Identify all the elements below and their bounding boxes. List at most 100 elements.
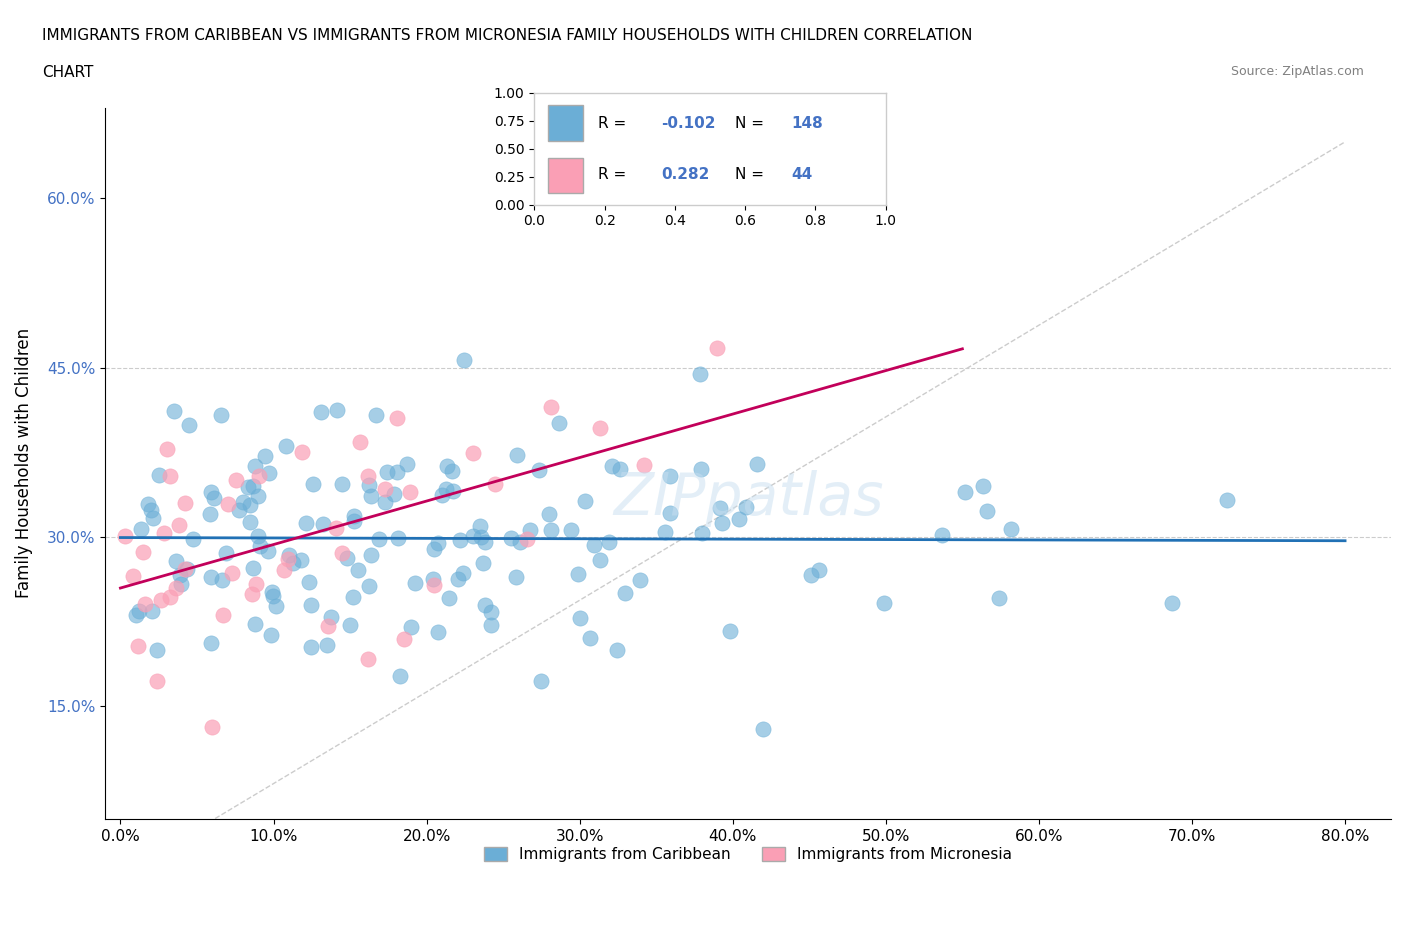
Point — [423, 541, 446, 556]
Point — [174, 496, 197, 511]
Point — [972, 478, 994, 493]
Point — [242, 479, 264, 494]
Point — [121, 568, 143, 583]
Point — [176, 561, 198, 576]
Point — [1216, 493, 1239, 508]
Point — [728, 512, 751, 526]
Point — [321, 609, 343, 624]
Text: 148: 148 — [790, 115, 823, 130]
Point — [574, 494, 596, 509]
Point — [325, 521, 347, 536]
Point — [291, 445, 314, 459]
Point — [146, 673, 169, 688]
Point — [461, 445, 484, 460]
Point — [430, 487, 453, 502]
Point — [260, 628, 283, 643]
Point — [262, 589, 284, 604]
Point — [404, 576, 426, 591]
Point — [516, 532, 538, 547]
Point — [357, 469, 380, 484]
Point — [711, 515, 734, 530]
Point — [298, 575, 321, 590]
Point — [953, 485, 976, 500]
Point — [163, 404, 186, 418]
Point — [567, 566, 589, 581]
Point — [548, 416, 571, 431]
Point — [214, 546, 236, 561]
Point — [127, 638, 149, 653]
Point — [800, 567, 823, 582]
Point — [221, 566, 243, 581]
Point — [202, 491, 225, 506]
Point — [470, 518, 492, 533]
Point — [374, 482, 396, 497]
Point — [609, 462, 631, 477]
Point — [247, 488, 270, 503]
Point — [236, 479, 259, 494]
Point — [505, 569, 527, 584]
Point — [242, 561, 264, 576]
Point — [470, 529, 492, 544]
Point — [471, 555, 494, 570]
Point — [347, 563, 370, 578]
Point — [364, 408, 387, 423]
Point — [988, 591, 1011, 605]
Point — [1000, 522, 1022, 537]
Point — [359, 579, 381, 594]
Text: R =: R = — [598, 115, 631, 130]
Point — [245, 577, 267, 591]
Point — [709, 500, 731, 515]
Point — [453, 352, 475, 367]
Point — [396, 457, 419, 472]
Point — [434, 482, 457, 497]
Point — [262, 585, 284, 600]
Point — [342, 590, 364, 604]
Text: ZIPpatlas: ZIPpatlas — [613, 471, 883, 527]
Point — [316, 637, 339, 652]
Point — [569, 610, 592, 625]
Point — [243, 458, 266, 473]
Point — [278, 548, 301, 563]
Point — [174, 561, 197, 576]
Point — [692, 526, 714, 541]
Point — [560, 522, 582, 537]
Point — [399, 619, 422, 634]
Point — [437, 591, 460, 605]
Point — [441, 484, 464, 498]
Point — [706, 340, 728, 355]
Point — [385, 464, 408, 479]
Point — [479, 618, 502, 633]
Point — [239, 498, 262, 512]
Point — [606, 643, 628, 658]
Point — [159, 590, 181, 604]
Point — [139, 502, 162, 517]
Point — [359, 477, 381, 492]
Point — [614, 585, 637, 600]
Point — [181, 532, 204, 547]
Point — [808, 562, 831, 577]
Bar — [548, 105, 583, 141]
Point — [474, 597, 496, 612]
Point — [718, 624, 741, 639]
Point — [273, 563, 295, 578]
Point — [440, 463, 463, 478]
Point — [142, 511, 165, 525]
Point — [339, 618, 361, 632]
Point — [290, 553, 312, 568]
Point — [689, 366, 711, 381]
Point — [360, 488, 382, 503]
Point — [209, 407, 232, 422]
Point — [148, 468, 170, 483]
Point — [294, 516, 316, 531]
Point — [136, 497, 159, 512]
Point — [588, 552, 610, 567]
Point — [382, 486, 405, 501]
Point — [873, 595, 896, 610]
Point — [232, 494, 254, 509]
Point — [245, 617, 267, 631]
Point — [931, 528, 953, 543]
Bar — [548, 158, 583, 193]
Point — [436, 458, 458, 473]
Point — [389, 669, 412, 684]
Point — [540, 523, 562, 538]
